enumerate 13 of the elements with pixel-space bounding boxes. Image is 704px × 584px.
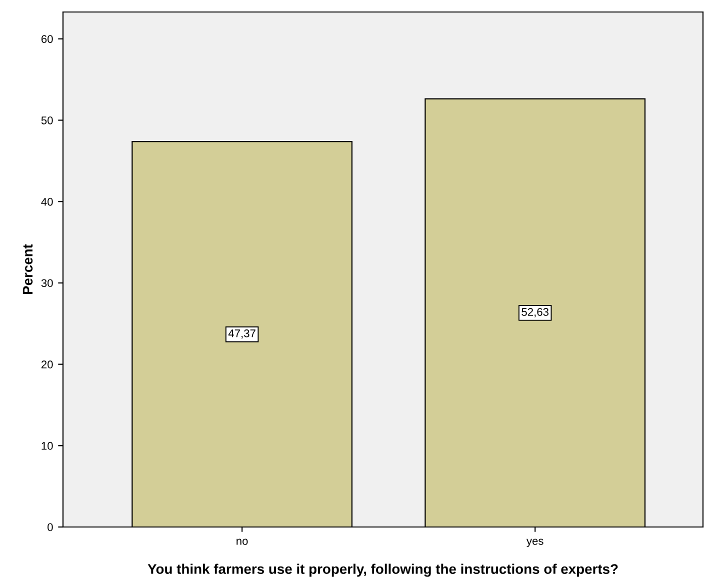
y-tick-label: 20 xyxy=(41,360,53,368)
data-label: 47,37 xyxy=(228,329,256,339)
x-tick-label: no xyxy=(236,538,248,545)
y-tick-label: 30 xyxy=(41,279,53,288)
x-tick-label: yes xyxy=(526,538,544,548)
y-axis-title: Percent xyxy=(22,244,33,294)
x-axis-title: You think farmers use it properly, following the instructions of experts? xyxy=(148,564,618,577)
y-tick-label: 40 xyxy=(41,198,53,206)
data-label: 52,63 xyxy=(522,308,549,318)
y-tick-label: 0 xyxy=(48,523,53,532)
y-tick-label: 60 xyxy=(41,35,53,43)
y-tick-label: 50 xyxy=(41,116,53,124)
y-tick-label: 10 xyxy=(42,442,53,450)
